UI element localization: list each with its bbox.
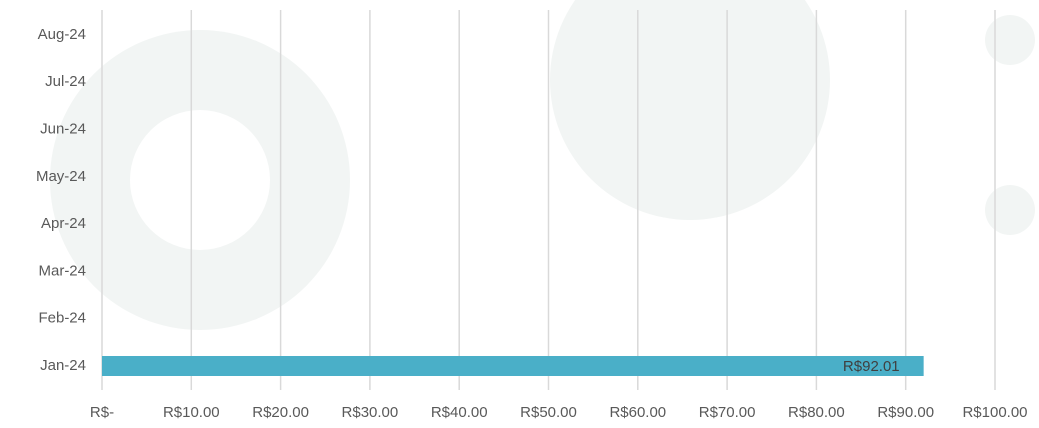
y-tick-label: Jul-24 <box>45 73 86 90</box>
x-tick-label: R$20.00 <box>252 404 309 421</box>
x-tick-label: R$100.00 <box>962 404 1027 421</box>
y-tick-label: Mar-24 <box>38 262 86 279</box>
y-tick-label: Feb-24 <box>38 310 86 327</box>
bar <box>102 356 924 376</box>
x-tick-label: R$90.00 <box>877 404 934 421</box>
x-tick-label: R$50.00 <box>520 404 577 421</box>
x-tick-label: R$40.00 <box>431 404 488 421</box>
x-tick-label: R$10.00 <box>163 404 220 421</box>
y-tick-label: May-24 <box>36 168 86 185</box>
x-tick-label: R$80.00 <box>788 404 845 421</box>
y-tick-label: Apr-24 <box>41 215 86 232</box>
circuit-node <box>985 15 1035 65</box>
circuit-node <box>985 185 1035 235</box>
y-tick-label: Aug-24 <box>38 26 86 43</box>
x-tick-label: R$60.00 <box>609 404 666 421</box>
y-tick-label: Jun-24 <box>40 120 86 137</box>
x-tick-label: R$70.00 <box>699 404 756 421</box>
background-watermark <box>50 0 1035 330</box>
x-tick-label: R$30.00 <box>342 404 399 421</box>
gear-hole <box>130 110 270 250</box>
x-tick-label: R$- <box>90 404 114 421</box>
data-label: R$92.01 <box>843 358 900 375</box>
y-tick-label: Jan-24 <box>40 357 86 374</box>
gear-shape <box>550 0 830 220</box>
